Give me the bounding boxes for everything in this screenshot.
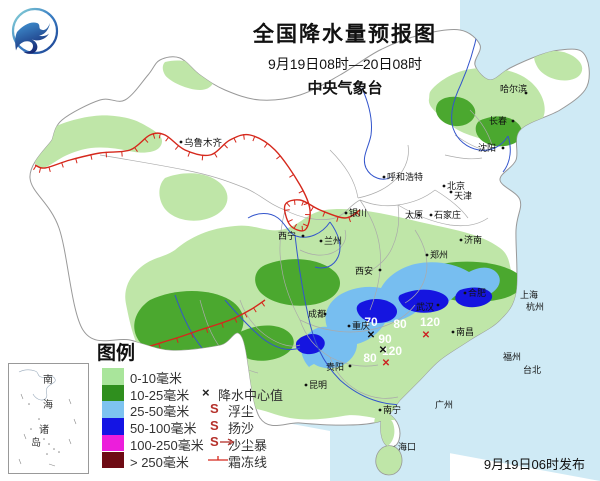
svg-text:70: 70 <box>364 315 378 329</box>
svg-text:80: 80 <box>363 351 377 365</box>
svg-text:✕: ✕ <box>367 330 375 341</box>
svg-text:✕: ✕ <box>422 330 430 341</box>
svg-text:80: 80 <box>393 317 407 331</box>
svg-text:120: 120 <box>420 315 440 329</box>
svg-text:✕: ✕ <box>382 358 390 369</box>
svg-text:✕: ✕ <box>379 345 387 356</box>
